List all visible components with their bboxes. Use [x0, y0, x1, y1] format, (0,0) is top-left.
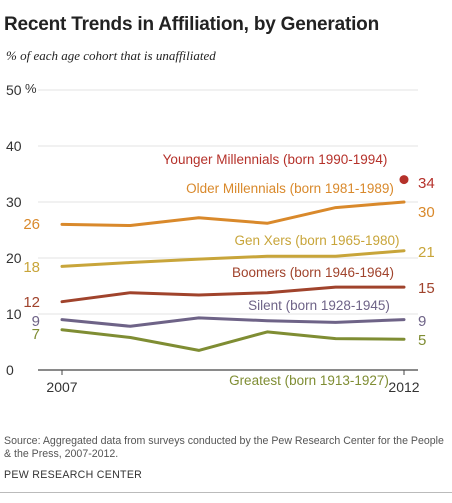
- series-end-value: 15: [418, 280, 435, 297]
- series-start-value: 18: [23, 259, 40, 276]
- series-name-label: Older Millennials (born 1981-1989): [186, 181, 394, 196]
- series-name-label: Gen Xers (born 1965-1980): [234, 233, 399, 248]
- y-tick-label: 0: [6, 362, 14, 378]
- x-tick-label: 2012: [388, 379, 419, 395]
- series-end-value: 30: [418, 204, 435, 221]
- y-tick-label: 30: [6, 194, 22, 210]
- source-note: Source: Aggregated data from surveys con…: [4, 435, 444, 460]
- y-tick-label: 20: [6, 250, 22, 266]
- series-end-value: 9: [418, 313, 426, 330]
- series-start-value: 9: [32, 313, 40, 330]
- series-line: [60, 316, 406, 328]
- series-line: [60, 328, 406, 352]
- series-start-value: 7: [32, 326, 40, 343]
- y-tick-label: 40: [6, 138, 22, 154]
- y-tick-label: 50: [6, 82, 22, 98]
- x-tick-label: 2007: [46, 379, 77, 395]
- series-start-value: 26: [23, 216, 40, 233]
- series-line: [60, 249, 406, 268]
- chart-subtitle: % of each age cohort that is unaffiliate…: [6, 48, 216, 63]
- series-name-label: Boomers (born 1946-1964): [232, 265, 394, 280]
- line-chart: 0 10 20 30 40 50 % 2007 2012 Younger Millennials …: [6, 81, 435, 395]
- series-name-label: Silent (born 1928-1945): [248, 298, 390, 313]
- series-line: [60, 285, 406, 304]
- series-name-label: Younger Millennials (born 1990-1994): [163, 152, 388, 167]
- series-line: [60, 200, 406, 227]
- bottom-divider: [0, 492, 452, 493]
- y-unit-label: %: [25, 81, 37, 96]
- series-point: [399, 175, 409, 185]
- series-end-value: 34: [418, 175, 435, 192]
- series-end-value: 21: [418, 244, 435, 261]
- series-end-value: 5: [418, 332, 426, 349]
- chart-title: Recent Trends in Affiliation, by Generat…: [4, 14, 379, 35]
- series-start-value: 12: [23, 294, 40, 311]
- org-credit: PEW RESEARCH CENTER: [4, 469, 143, 481]
- y-tick-label: 10: [6, 306, 22, 322]
- series-name-label: Greatest (born 1913-1927): [229, 373, 389, 388]
